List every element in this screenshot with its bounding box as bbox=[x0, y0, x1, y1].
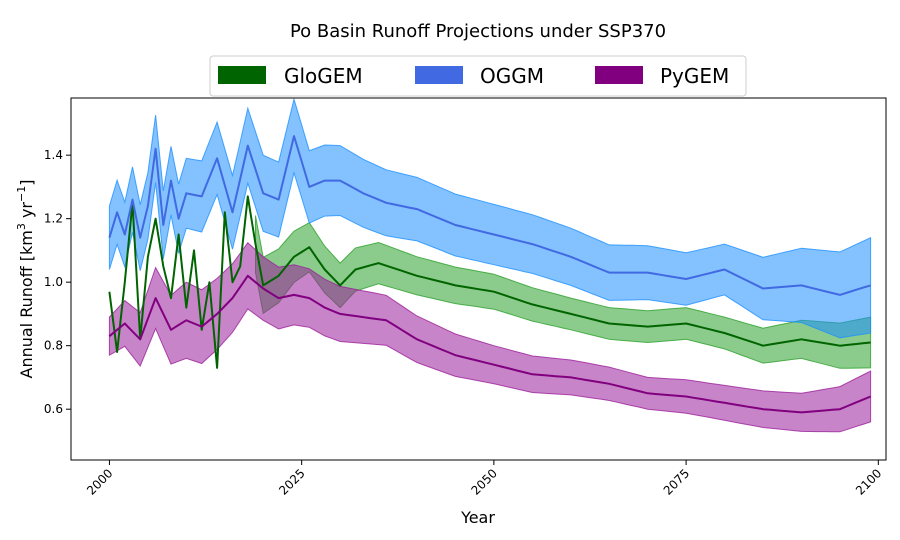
line-glogem bbox=[108, 195, 871, 369]
x-tick-label-2025: 2025 bbox=[276, 466, 307, 497]
y-axis-title: Annual Runoff [km3 yr−1] bbox=[15, 180, 36, 379]
x-tick-label-2000: 2000 bbox=[84, 466, 115, 497]
x-tick-label-2075: 2075 bbox=[661, 466, 692, 497]
chart-title: Po Basin Runoff Projections under SSP370 bbox=[290, 21, 666, 42]
x-tick-label-2050: 2050 bbox=[468, 466, 499, 497]
plot-frame bbox=[70, 97, 887, 461]
plot-lines bbox=[108, 135, 871, 414]
legend-swatch-oggm bbox=[415, 66, 463, 84]
legend-label-pygem: PyGEM bbox=[660, 64, 729, 88]
line-oggm bbox=[108, 135, 871, 296]
legend-label-glogem: GloGEM bbox=[284, 64, 363, 88]
line-pygem bbox=[108, 274, 871, 414]
y-tick-label-1.0: 1.0 bbox=[44, 275, 63, 289]
x-axis-title: Year bbox=[460, 508, 495, 527]
y-tick-label-0.8: 0.8 bbox=[44, 339, 63, 353]
y-tick-label-1.4: 1.4 bbox=[44, 148, 63, 162]
y-tick-label-0.6: 0.6 bbox=[44, 402, 63, 416]
legend-swatch-glogem bbox=[218, 66, 266, 84]
y-tick-label-1.2: 1.2 bbox=[44, 212, 63, 226]
x-tick-label-2100: 2100 bbox=[853, 466, 884, 497]
legend-label-oggm: OGGM bbox=[480, 64, 544, 88]
x-axis: 2000 2025 2050 2075 2100 bbox=[84, 460, 884, 498]
plot-bands bbox=[108, 97, 872, 433]
legend-swatch-pygem bbox=[595, 66, 643, 84]
band-pygem bbox=[108, 242, 872, 433]
y-axis: 0.6 0.8 1.0 1.2 1.4 bbox=[44, 148, 71, 416]
legend: GloGEM OGGM PyGEM bbox=[209, 55, 747, 97]
